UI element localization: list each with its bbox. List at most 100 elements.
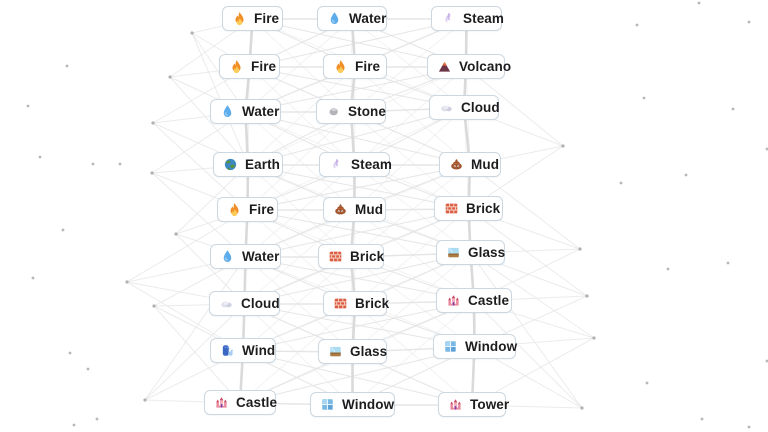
element-card-tower[interactable]: Tower xyxy=(438,392,510,417)
element-label: Tower xyxy=(470,396,510,412)
graph-node-dot xyxy=(580,406,584,410)
scatter-dot xyxy=(747,20,751,24)
window-icon xyxy=(320,397,335,412)
graph-node-dot xyxy=(151,121,155,125)
element-card-castle[interactable]: Castle xyxy=(204,390,277,415)
scatter-dot xyxy=(635,23,639,27)
graph-node-dot xyxy=(125,280,129,284)
graph-node-dot xyxy=(168,75,172,79)
element-label: Fire xyxy=(249,201,275,217)
element-label: Water xyxy=(242,103,280,119)
brick-icon xyxy=(333,296,348,311)
element-card-water[interactable]: Water xyxy=(317,6,387,31)
wind-icon xyxy=(220,343,235,358)
element-card-castle[interactable]: Castle xyxy=(436,288,512,313)
element-card-fire[interactable]: Fire xyxy=(217,197,278,222)
scatter-dot xyxy=(72,423,76,427)
element-label: Fire xyxy=(355,58,381,74)
element-label: Stone xyxy=(348,103,387,119)
element-card-fire[interactable]: Fire xyxy=(323,54,387,79)
element-card-glass[interactable]: Glass xyxy=(436,240,505,265)
element-card-water[interactable]: Water xyxy=(210,244,281,269)
graph-node-dot xyxy=(561,144,565,148)
graph-node-dot xyxy=(592,336,596,340)
element-card-brick[interactable]: Brick xyxy=(318,244,384,269)
element-label: Cloud xyxy=(241,295,280,311)
fire-icon xyxy=(227,202,242,217)
element-card-cloud[interactable]: Cloud xyxy=(209,291,280,316)
element-card-glass[interactable]: Glass xyxy=(318,339,387,364)
element-card-brick[interactable]: Brick xyxy=(434,196,503,221)
window-icon xyxy=(443,339,458,354)
element-label: Wind xyxy=(242,342,276,358)
element-card-brick[interactable]: Brick xyxy=(323,291,390,316)
element-card-fire[interactable]: Fire xyxy=(222,6,283,31)
scatter-dot xyxy=(61,228,65,232)
element-label: Window xyxy=(465,338,518,354)
stone-icon xyxy=(326,104,341,119)
fire-icon xyxy=(333,59,348,74)
element-label: Water xyxy=(242,248,280,264)
element-card-steam[interactable]: Steam xyxy=(431,6,505,31)
castle-icon xyxy=(448,397,463,412)
scatter-dot xyxy=(765,147,768,151)
element-card-steam[interactable]: Steam xyxy=(319,152,393,177)
element-card-water[interactable]: Water xyxy=(210,99,281,124)
element-card-window[interactable]: Window xyxy=(310,392,395,417)
scatter-dot xyxy=(91,162,95,166)
element-label: Mud xyxy=(355,201,384,217)
element-card-mud[interactable]: Mud xyxy=(323,197,386,222)
graph-node-dot xyxy=(578,247,582,251)
element-label: Steam xyxy=(351,156,393,172)
element-label: Brick xyxy=(355,295,390,311)
castle-icon xyxy=(214,395,229,410)
graph-node-dot xyxy=(143,398,147,402)
glass-icon xyxy=(328,344,343,359)
element-label: Glass xyxy=(350,343,388,359)
element-card-wind[interactable]: Wind xyxy=(210,338,276,363)
element-label: Fire xyxy=(251,58,277,74)
element-label: Steam xyxy=(463,10,505,26)
mud-icon xyxy=(333,202,348,217)
scatter-dot xyxy=(697,1,701,5)
element-label: Castle xyxy=(468,292,510,308)
element-label: Brick xyxy=(350,248,385,264)
brick-icon xyxy=(444,201,459,216)
element-card-cloud[interactable]: Cloud xyxy=(429,95,500,120)
scatter-dot xyxy=(26,104,30,108)
fire-icon xyxy=(232,11,247,26)
scatter-dot xyxy=(747,425,751,429)
scatter-dot xyxy=(38,155,42,159)
water-icon xyxy=(220,104,235,119)
scatter-dot xyxy=(726,261,730,265)
scatter-dot xyxy=(86,367,90,371)
scatter-dot xyxy=(666,267,670,271)
graph-node-dot xyxy=(585,294,589,298)
element-card-fire[interactable]: Fire xyxy=(219,54,280,79)
element-card-earth[interactable]: Earth xyxy=(213,152,283,177)
element-card-stone[interactable]: Stone xyxy=(316,99,386,124)
steam-icon xyxy=(441,11,456,26)
earth-icon xyxy=(223,157,238,172)
graph-node-dot xyxy=(174,232,178,236)
water-icon xyxy=(327,11,342,26)
graph-node-dot xyxy=(190,31,194,35)
element-label: Water xyxy=(349,10,387,26)
scatter-dot xyxy=(645,381,649,385)
graph-node-dot xyxy=(150,171,154,175)
element-label: Fire xyxy=(254,10,280,26)
scatter-dot xyxy=(700,417,704,421)
element-card-mud[interactable]: Mud xyxy=(439,152,501,177)
cloud-icon xyxy=(439,100,454,115)
element-card-volcano[interactable]: Volcano xyxy=(427,54,511,79)
water-icon xyxy=(220,249,235,264)
fire-icon xyxy=(229,59,244,74)
element-card-window[interactable]: Window xyxy=(433,334,518,359)
element-label: Mud xyxy=(471,156,500,172)
scatter-dot xyxy=(619,181,623,185)
mud-icon xyxy=(449,157,464,172)
scatter-dot xyxy=(731,107,735,111)
scatter-dot xyxy=(31,276,35,280)
glass-icon xyxy=(446,245,461,260)
